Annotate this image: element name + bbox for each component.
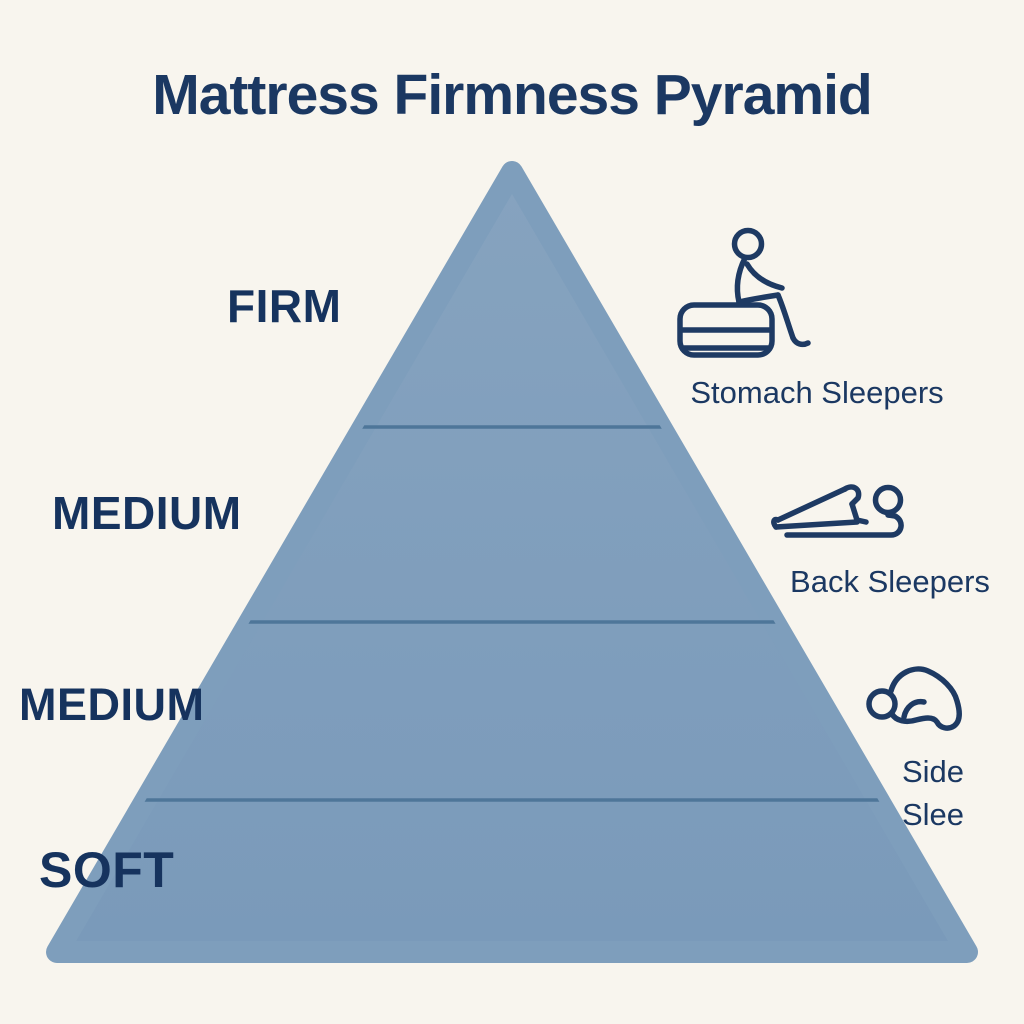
stomach-sleeper-label: Stomach Sleepers — [690, 375, 944, 410]
tier-label-firm: FIRM — [227, 280, 342, 332]
back-sleeper-icon — [771, 484, 904, 538]
side-sleeper-icon — [866, 666, 962, 731]
stomach-sleeper-icon — [677, 227, 811, 358]
tier-label-soft: SOFT — [39, 842, 175, 898]
page-title: Mattress Firmness Pyramid — [152, 63, 872, 127]
side-sleeper-label: Side Slee — [833, 750, 1024, 837]
tier-label-medium-2: MEDIUM — [19, 679, 205, 730]
back-sleeper-label: Back Sleepers — [790, 564, 990, 599]
tier-label-medium-1: MEDIUM — [52, 487, 242, 539]
pyramid-shape — [46, 161, 978, 963]
side-sleeper-label-line1: Side — [901, 754, 965, 789]
side-sleeper-label-line2: Slee — [901, 797, 965, 833]
